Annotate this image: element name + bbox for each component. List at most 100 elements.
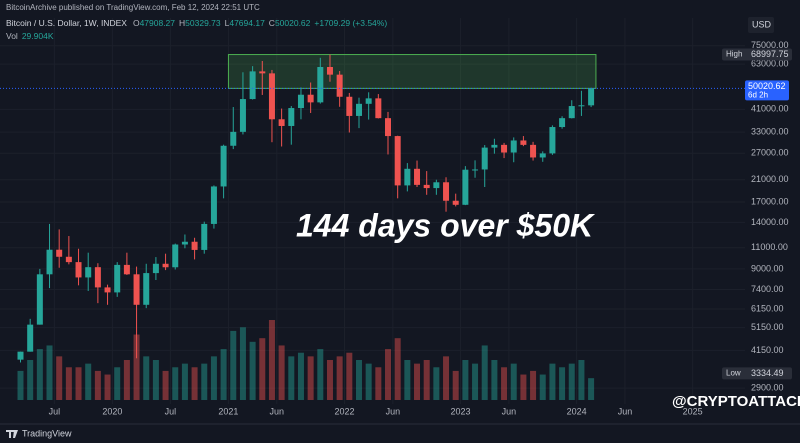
candle-body: [346, 96, 353, 116]
candle-body: [559, 118, 566, 128]
countdown-label: 6d 2h: [748, 91, 768, 100]
candle-body: [491, 144, 498, 148]
volume-bar: [520, 374, 527, 400]
volume-bar: [404, 360, 411, 400]
last-price-box: [745, 80, 789, 101]
y-tick-label: 33000.00: [751, 127, 789, 137]
candle-body: [133, 274, 140, 305]
candle-body: [268, 73, 275, 120]
candle-body: [568, 106, 575, 119]
volume-bar: [65, 367, 72, 400]
volume-bar: [162, 370, 169, 400]
volume-bar: [181, 363, 188, 400]
volume-bar: [510, 363, 517, 400]
plot: [0, 54, 745, 400]
published-note: BitcoinArchive published on TradingView.…: [6, 3, 260, 12]
volume-bar: [239, 327, 246, 400]
candle-body: [394, 136, 401, 186]
marker-box: [722, 367, 792, 380]
candle-body: [239, 99, 246, 132]
marker-label: High: [726, 50, 742, 59]
volume-bar: [46, 345, 53, 400]
y-tick-label: 75000.00: [751, 40, 789, 50]
volume-bar: [297, 352, 304, 400]
volume-bar: [114, 367, 121, 400]
footer-logo: [6, 430, 18, 438]
annotation: 144 days over $50K: [296, 207, 596, 243]
volume-bar: [152, 360, 159, 400]
x-tick-label: Jun: [386, 406, 401, 416]
candle-body: [85, 267, 92, 278]
candle-body: [17, 351, 24, 360]
volume-bar: [133, 334, 140, 400]
volume-bar: [75, 367, 82, 400]
volume-bar: [104, 374, 111, 400]
candle-body: [75, 262, 82, 278]
volume-bar: [17, 370, 24, 400]
volume-bar: [56, 356, 63, 400]
candle-body: [65, 256, 72, 263]
marker-label: Low: [726, 369, 741, 378]
volume-bar: [530, 370, 537, 400]
candle-body: [549, 127, 556, 154]
candle-body: [114, 264, 121, 293]
y-tick-label: 21000.00: [751, 174, 789, 184]
candle-body: [452, 200, 459, 205]
volume-value: 29.904K: [22, 31, 54, 41]
candle-body: [530, 144, 537, 158]
candle-body: [336, 74, 343, 97]
candle-body: [472, 169, 479, 171]
candle-body: [510, 140, 517, 153]
x-tick-label: Jun: [270, 406, 285, 416]
y-tick-label: 41000.00: [751, 104, 789, 114]
candle-body: [414, 168, 421, 185]
x-tick-label: Jun: [502, 406, 517, 416]
volume-bar: [172, 367, 179, 400]
candle-body: [123, 264, 130, 275]
x-tick-label: Jun: [618, 406, 633, 416]
marker-value: 3334.49: [751, 368, 784, 378]
candle-body: [143, 273, 150, 305]
x-tick-label: 2021: [218, 406, 238, 416]
y-tick-label: 14000.00: [751, 217, 789, 227]
grid: [0, 18, 745, 404]
candle-body: [385, 118, 392, 137]
volume-bar: [220, 349, 227, 400]
volume-bar: [491, 360, 498, 400]
volume-bar: [143, 356, 150, 400]
candle-body: [181, 241, 188, 245]
y-tick-label: 7400.00: [751, 284, 784, 294]
legend-key: C: [269, 18, 275, 28]
last-price-label: 50020.62: [748, 81, 786, 91]
currency: USD: [752, 19, 772, 29]
candle-body: [36, 274, 43, 325]
volume-bar: [307, 356, 314, 400]
legend-key: L: [225, 18, 230, 28]
volume-bar: [462, 360, 469, 400]
candle-body: [462, 169, 469, 205]
volume-bar: [481, 345, 488, 400]
candle-body: [94, 267, 101, 288]
volume-bar: [443, 356, 450, 400]
legend-value: 47694.17: [229, 18, 265, 28]
volume-bar: [452, 370, 459, 400]
candle-body: [355, 103, 362, 116]
volume-bar: [288, 356, 295, 400]
candle-body: [230, 131, 237, 146]
candle-body: [249, 71, 256, 100]
volume-bar: [27, 360, 34, 400]
candle-body: [578, 105, 585, 107]
candle-body: [152, 263, 159, 274]
volume-bar: [326, 360, 333, 400]
candle-body: [481, 147, 488, 170]
volume-bar: [472, 363, 479, 400]
volume-bar: [578, 360, 585, 400]
legend-change: +1709.29 (+3.54%): [314, 18, 387, 28]
volume-bar: [230, 330, 237, 400]
y-tick-label: 63000.00: [751, 58, 789, 68]
volume-bar: [278, 345, 285, 400]
y-tick-label: 2900.00: [751, 382, 784, 392]
candle-body: [104, 287, 111, 293]
candle-body: [404, 168, 411, 186]
